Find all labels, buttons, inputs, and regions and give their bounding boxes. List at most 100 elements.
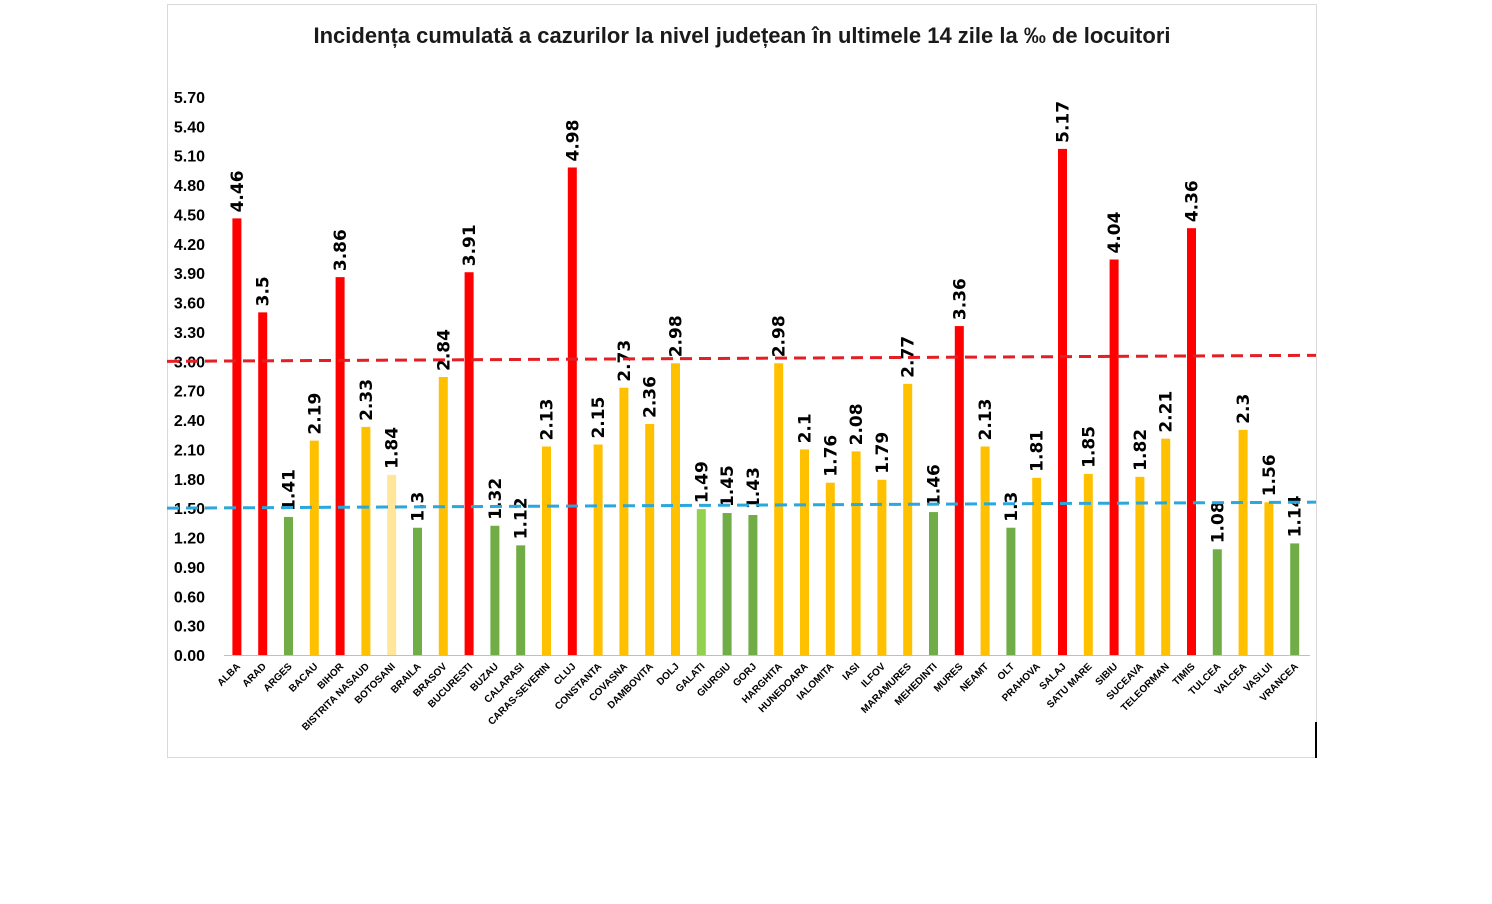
data-label: 3.91 bbox=[460, 224, 480, 266]
category-label: IASI bbox=[841, 661, 863, 683]
data-label: 1.43 bbox=[744, 467, 764, 509]
bar bbox=[438, 376, 448, 655]
bar bbox=[696, 509, 706, 655]
y-tick-label: 4.80 bbox=[174, 178, 205, 195]
data-label: 1.3 bbox=[1002, 492, 1022, 522]
data-label: 1.45 bbox=[718, 465, 738, 507]
y-tick-label: 0.60 bbox=[174, 589, 205, 606]
data-label: 4.04 bbox=[1105, 211, 1125, 253]
bar bbox=[722, 513, 732, 655]
bar bbox=[1238, 429, 1248, 655]
data-label: 3.86 bbox=[331, 229, 351, 271]
y-tick-label: 1.80 bbox=[174, 472, 205, 489]
data-label: 2.15 bbox=[589, 397, 609, 439]
bar bbox=[929, 512, 938, 655]
y-tick-label: 5.70 bbox=[174, 90, 205, 107]
y-tick-label: 1.50 bbox=[174, 501, 205, 518]
bar bbox=[851, 451, 861, 655]
y-tick-label: 2.70 bbox=[174, 384, 205, 401]
y-tick-label: 2.40 bbox=[174, 413, 205, 430]
y-tick-label: 3.60 bbox=[174, 296, 205, 313]
data-label: 1.41 bbox=[280, 469, 300, 511]
data-label: 1.46 bbox=[925, 464, 945, 506]
bar bbox=[1083, 473, 1093, 655]
bar bbox=[1290, 543, 1300, 655]
y-tick-label: 3.00 bbox=[174, 354, 205, 371]
data-label: 1.49 bbox=[692, 461, 712, 503]
data-label: 2.13 bbox=[976, 399, 996, 441]
data-label: 4.36 bbox=[1183, 180, 1203, 222]
threshold-line bbox=[166, 500, 1317, 510]
y-tick-label: 0.90 bbox=[174, 560, 205, 577]
bar bbox=[903, 383, 913, 655]
bar bbox=[593, 444, 603, 655]
category-label: BACAU bbox=[287, 661, 320, 694]
y-tick-label: 0.00 bbox=[174, 648, 205, 665]
data-label: 1.76 bbox=[821, 435, 841, 477]
data-label: 3.36 bbox=[950, 278, 970, 320]
bar bbox=[774, 363, 784, 655]
bar bbox=[1058, 148, 1067, 655]
bar bbox=[542, 446, 551, 655]
bar bbox=[619, 387, 629, 655]
bar bbox=[671, 363, 680, 655]
category-label: DAMBOVITA bbox=[606, 661, 656, 711]
y-tick-label: 2.10 bbox=[174, 442, 205, 459]
bar bbox=[1212, 549, 1222, 655]
bar bbox=[258, 312, 268, 655]
y-tick-label: 3.90 bbox=[174, 266, 205, 283]
data-label: 2.98 bbox=[667, 315, 687, 357]
bar bbox=[1006, 527, 1016, 655]
bar bbox=[645, 423, 655, 655]
y-tick-label: 5.40 bbox=[174, 119, 205, 136]
bar bbox=[825, 482, 835, 655]
data-label: 2.21 bbox=[1157, 391, 1177, 433]
data-label: 1.85 bbox=[1079, 426, 1099, 468]
data-label: 3.5 bbox=[254, 276, 274, 306]
bar bbox=[567, 167, 577, 656]
bar bbox=[490, 525, 500, 655]
bar bbox=[748, 515, 758, 655]
bar bbox=[413, 527, 422, 655]
bar bbox=[980, 446, 990, 655]
data-label: 1.32 bbox=[486, 478, 506, 520]
bar bbox=[954, 326, 964, 655]
bar bbox=[361, 426, 371, 655]
bar bbox=[1135, 476, 1145, 655]
data-label: 1.08 bbox=[1208, 501, 1228, 543]
data-label: 2.13 bbox=[538, 399, 558, 441]
bar bbox=[464, 272, 474, 655]
data-label: 5.17 bbox=[1054, 101, 1074, 143]
bar bbox=[284, 516, 293, 655]
chart-edge-marker bbox=[1315, 722, 1317, 758]
y-tick-label: 3.30 bbox=[174, 325, 205, 342]
data-label: 4.46 bbox=[228, 170, 248, 212]
bar bbox=[800, 449, 809, 655]
category-label: NEAMT bbox=[958, 661, 991, 694]
bar bbox=[1032, 477, 1042, 655]
data-label: 2.3 bbox=[1234, 394, 1254, 424]
y-tick-label: 4.50 bbox=[174, 207, 205, 224]
threshold-line bbox=[166, 353, 1317, 363]
bar bbox=[387, 474, 397, 655]
bar bbox=[309, 440, 319, 655]
data-label: 2.98 bbox=[770, 315, 790, 357]
bar bbox=[1264, 502, 1274, 655]
bar bbox=[516, 545, 526, 655]
data-label: 1.56 bbox=[1260, 454, 1280, 496]
bar bbox=[1187, 228, 1196, 655]
bar bbox=[1161, 438, 1171, 655]
data-label: 2.84 bbox=[434, 329, 454, 371]
data-label: 1.79 bbox=[873, 432, 893, 474]
category-label: OLT bbox=[996, 661, 1017, 682]
data-label: 2.19 bbox=[305, 393, 325, 435]
data-label: 2.36 bbox=[641, 376, 661, 418]
data-label: 2.73 bbox=[615, 340, 635, 382]
bar bbox=[335, 277, 345, 655]
data-label: 1.84 bbox=[383, 427, 403, 469]
data-label: 2.1 bbox=[796, 413, 816, 443]
bar bbox=[877, 479, 887, 655]
y-tick-label: 4.20 bbox=[174, 237, 205, 254]
data-label: 2.33 bbox=[357, 379, 377, 421]
y-tick-label: 1.20 bbox=[174, 531, 205, 548]
